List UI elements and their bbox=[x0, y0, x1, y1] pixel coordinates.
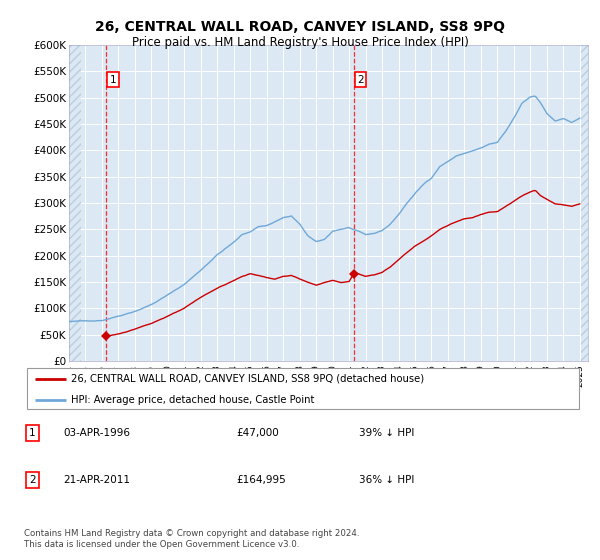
Text: Contains HM Land Registry data © Crown copyright and database right 2024.
This d: Contains HM Land Registry data © Crown c… bbox=[24, 529, 359, 549]
Text: 36% ↓ HPI: 36% ↓ HPI bbox=[359, 475, 414, 485]
Text: 2: 2 bbox=[357, 75, 364, 85]
Text: £47,000: £47,000 bbox=[236, 428, 279, 438]
Text: 26, CENTRAL WALL ROAD, CANVEY ISLAND, SS8 9PQ (detached house): 26, CENTRAL WALL ROAD, CANVEY ISLAND, SS… bbox=[71, 374, 425, 384]
Text: 39% ↓ HPI: 39% ↓ HPI bbox=[359, 428, 414, 438]
Text: 1: 1 bbox=[29, 428, 35, 438]
Text: £164,995: £164,995 bbox=[236, 475, 286, 485]
Text: Price paid vs. HM Land Registry's House Price Index (HPI): Price paid vs. HM Land Registry's House … bbox=[131, 36, 469, 49]
Text: 03-APR-1996: 03-APR-1996 bbox=[63, 428, 130, 438]
Text: HPI: Average price, detached house, Castle Point: HPI: Average price, detached house, Cast… bbox=[71, 395, 315, 405]
Text: 26, CENTRAL WALL ROAD, CANVEY ISLAND, SS8 9PQ: 26, CENTRAL WALL ROAD, CANVEY ISLAND, SS… bbox=[95, 20, 505, 34]
Text: 2: 2 bbox=[29, 475, 35, 485]
Text: 21-APR-2011: 21-APR-2011 bbox=[63, 475, 130, 485]
Text: 1: 1 bbox=[109, 75, 116, 85]
FancyBboxPatch shape bbox=[27, 368, 579, 409]
